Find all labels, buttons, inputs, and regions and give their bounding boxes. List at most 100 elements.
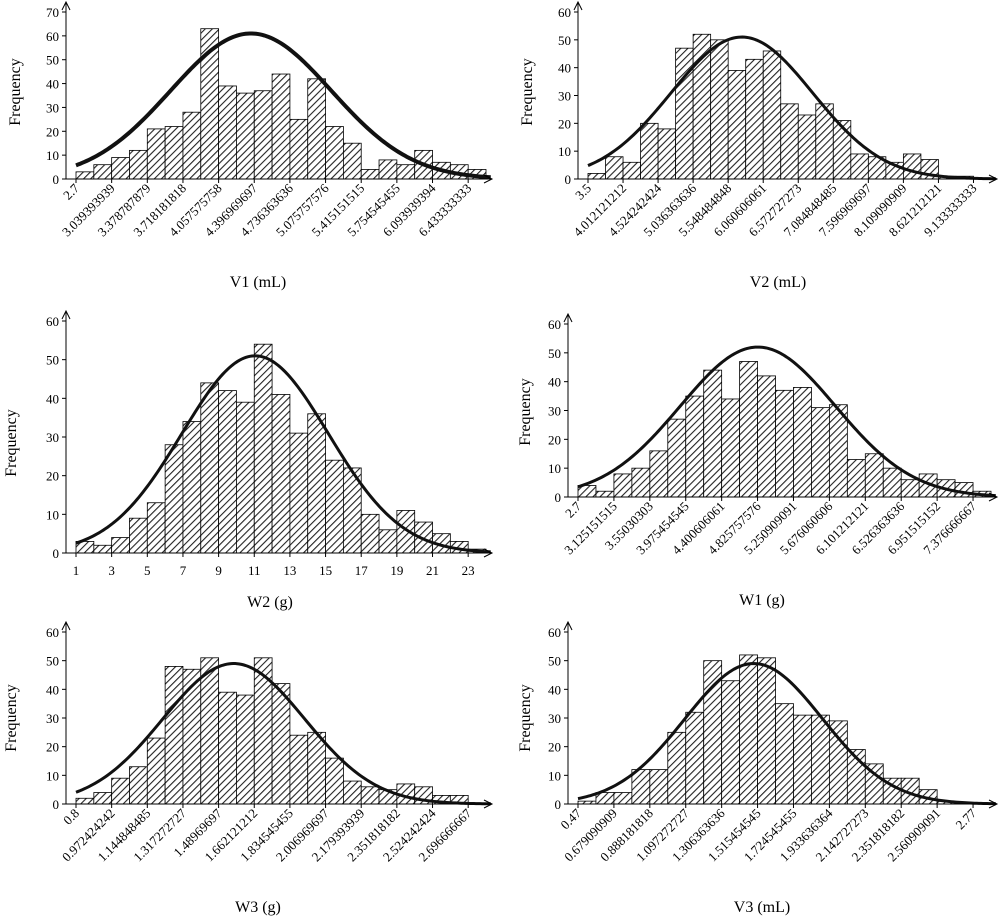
normal-curve <box>75 354 491 554</box>
y-tick-label: 30 <box>558 89 571 104</box>
y-axis-arrow <box>573 0 583 11</box>
histogram-bar <box>739 654 758 805</box>
histogram-panel-1: 0102030405060702.73.0393939393.378787879… <box>7 0 494 291</box>
y-tick-label: 60 <box>46 625 59 640</box>
y-tick-label: 30 <box>548 711 561 726</box>
histogram-bar <box>146 128 166 180</box>
histogram-bar <box>757 375 776 498</box>
y-tick-label: 20 <box>548 432 561 447</box>
histogram-panel-2: 01020304050603.54.0121212124.5242424245.… <box>519 0 999 291</box>
histogram-bar <box>129 766 148 805</box>
histogram-bar <box>236 401 255 554</box>
histogram-bar <box>360 169 380 180</box>
x-tick-label: 2.77 <box>952 805 979 832</box>
histogram-bar <box>271 683 291 805</box>
histogram-bar <box>775 389 794 498</box>
x-tick-label: 3.5 <box>572 181 594 203</box>
histogram-bar <box>164 444 184 554</box>
x-axis-title: V3 (mL) <box>734 899 790 916</box>
histogram-panel-6: 01020304050600.470.6790909090.8881818181… <box>517 620 999 916</box>
y-tick-label: 0 <box>53 546 60 561</box>
y-tick-label: 40 <box>548 375 561 390</box>
x-tick-label: 0.47 <box>557 805 584 832</box>
histogram-bar <box>307 413 326 554</box>
x-axis-title: V2 (mL) <box>750 274 806 291</box>
normal-curve <box>577 662 996 806</box>
histogram-bar <box>622 161 641 180</box>
histogram-bar <box>685 395 705 498</box>
histogram-bar <box>307 78 326 180</box>
y-tick-label: 0 <box>53 797 60 812</box>
y-axis-arrow <box>61 620 71 631</box>
y-tick-label: 10 <box>46 768 59 783</box>
histogram-bar <box>780 103 799 180</box>
y-tick-label: 30 <box>46 711 59 726</box>
x-tick-label: 19 <box>390 563 403 578</box>
histogram-bar <box>613 792 633 805</box>
histogram-bar <box>595 490 615 498</box>
histogram-bar <box>657 128 677 180</box>
y-tick-label: 10 <box>46 148 59 163</box>
histogram-bar <box>793 714 812 805</box>
histogram-bar <box>721 680 741 805</box>
histogram-bar <box>797 114 817 180</box>
y-tick-label: 60 <box>558 5 571 20</box>
y-tick-label: 30 <box>548 404 561 419</box>
normal-curve <box>577 345 996 498</box>
histogram-bar <box>182 421 202 554</box>
histogram-bar <box>828 720 848 805</box>
x-tick-label: 9 <box>215 563 222 578</box>
y-tick-label: 10 <box>548 768 561 783</box>
histogram-bar <box>745 58 764 180</box>
histogram-bar <box>253 90 273 180</box>
x-axis-arrow <box>483 548 494 558</box>
y-tick-label: 20 <box>46 469 59 484</box>
histogram-bar <box>325 459 344 554</box>
x-axis-arrow <box>988 174 999 184</box>
histogram-bar <box>164 126 184 180</box>
histogram-bar <box>289 118 309 180</box>
x-axis-title: W1 (g) <box>739 592 785 609</box>
histogram-bar <box>289 432 309 554</box>
histogram-bar <box>587 173 606 180</box>
histogram-bar <box>613 473 633 498</box>
histogram-bar <box>882 467 902 498</box>
histogram-bar <box>218 390 237 554</box>
histogram-bar <box>378 529 398 554</box>
histogram-bar <box>271 394 291 554</box>
y-tick-label: 40 <box>548 682 561 697</box>
x-axis-title: V1 (mL) <box>230 274 286 291</box>
histogram-bar <box>146 502 166 554</box>
x-axis-arrow <box>988 492 999 502</box>
histogram-bar <box>793 387 812 498</box>
histogram-bar <box>307 731 326 805</box>
histogram-bar <box>739 361 758 498</box>
normal-curve <box>75 31 491 180</box>
histogram-bar <box>605 156 624 180</box>
y-tick-label: 10 <box>548 461 561 476</box>
x-tick-label: 0.8 <box>60 806 82 828</box>
histogram-bar <box>775 703 794 805</box>
y-tick-label: 60 <box>46 314 59 329</box>
histogram-bar <box>342 142 362 180</box>
histogram-bar <box>342 780 362 805</box>
y-tick-label: 0 <box>555 490 562 505</box>
histogram-bar <box>727 70 747 180</box>
x-tick-label: 23 <box>462 563 475 578</box>
y-tick-label: 30 <box>46 430 59 445</box>
histogram-bar <box>218 85 237 180</box>
normal-curve <box>587 35 996 181</box>
x-tick-label: 2.7 <box>60 180 82 202</box>
histogram-bar <box>129 517 148 554</box>
histogram-bar <box>667 731 687 805</box>
histogram-bar <box>325 757 344 805</box>
histogram-bar <box>757 657 776 805</box>
y-axis-arrow <box>61 309 71 320</box>
histogram-bar <box>649 450 669 498</box>
histogram-bar <box>146 737 166 805</box>
x-tick-label: 15 <box>319 563 332 578</box>
histogram-bar <box>864 453 884 498</box>
histogram-bar <box>129 149 148 180</box>
x-tick-label: 1 <box>73 563 80 578</box>
